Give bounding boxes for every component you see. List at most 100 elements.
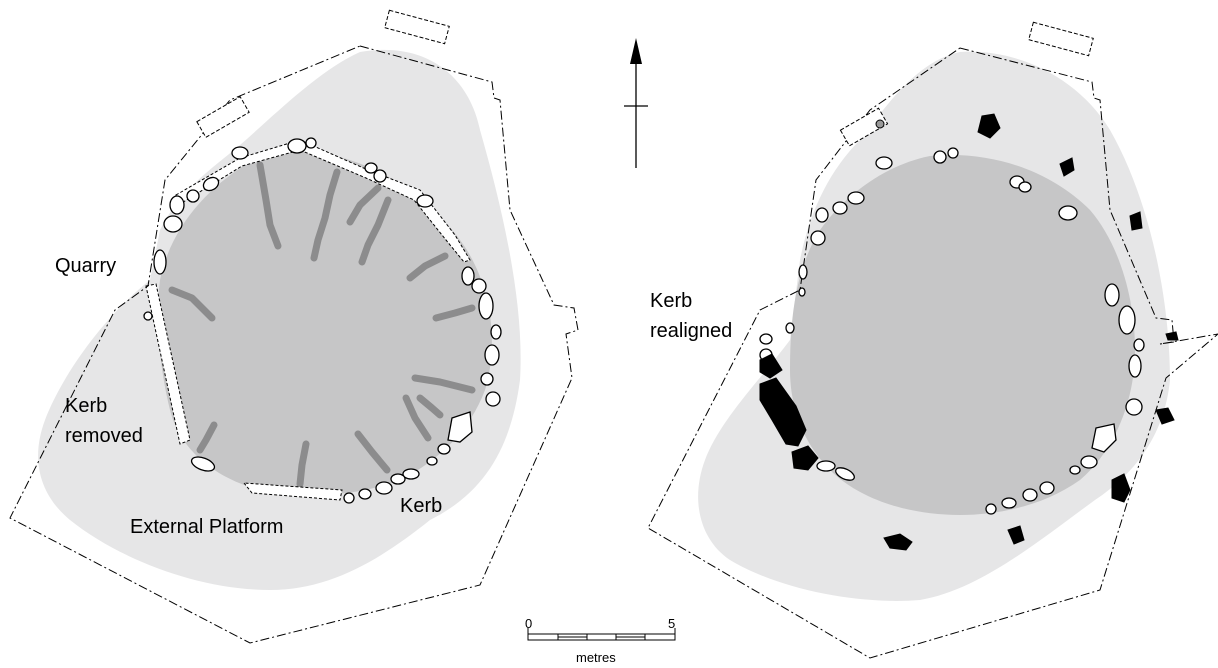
kerb-stone: [364, 162, 378, 174]
right-marker-box-north: [1028, 21, 1094, 57]
kerb-stone: [875, 156, 893, 170]
marker-dot: [875, 119, 885, 129]
kerb-stone: [461, 266, 475, 286]
right-cairn: [790, 154, 1135, 515]
displaced-stone: [1111, 473, 1131, 503]
kerb-stone: [402, 468, 420, 480]
left-kerb-trench-south: [242, 482, 343, 501]
displaced-stone: [791, 445, 819, 471]
kerb-stone: [832, 201, 848, 215]
displaced-stone: [1007, 525, 1025, 545]
right-plan: Kerb realigned: [647, 21, 1218, 659]
left-plan: Quarry Kerb removed Kerb External Platfo…: [9, 9, 579, 644]
kerb-stone: [947, 147, 959, 159]
kerb-stone: [484, 344, 500, 366]
streak: [406, 252, 449, 282]
kerb-stone: [447, 411, 473, 443]
kerb-stone: [153, 249, 167, 275]
kerb-stone: [485, 391, 501, 407]
scale-bar: 0 5 metres: [525, 616, 676, 665]
kerb-stone: [1091, 423, 1117, 453]
kerb-stone: [1058, 205, 1078, 221]
kerb-stone: [471, 278, 487, 294]
kerb-stone: [798, 287, 806, 297]
kerb-stone: [985, 503, 997, 515]
streak: [310, 168, 341, 262]
kerb-stone: [190, 456, 216, 472]
kerb-stone: [1080, 455, 1098, 469]
external-platform-label: External Platform: [130, 516, 283, 538]
kerb-stone: [163, 215, 183, 233]
kerb-stone: [1001, 497, 1017, 509]
kerb-stone: [1128, 354, 1142, 378]
right-marker-box-west: [839, 107, 889, 147]
left-platform-boundary: [9, 45, 579, 644]
streak: [432, 304, 476, 322]
kerb-removed-label-line2: removed: [65, 425, 143, 447]
kerb-stone: [798, 264, 808, 280]
kerb-stone: [287, 138, 307, 154]
streak: [411, 374, 476, 394]
kerb-stone: [375, 481, 393, 495]
kerb-stone: [186, 189, 200, 203]
kerb-stone: [785, 322, 795, 334]
kerb-stone: [816, 460, 836, 472]
quarry-label: Quarry: [55, 255, 116, 277]
kerb-stone: [373, 169, 387, 183]
kerb-stone: [810, 230, 826, 246]
right-displaced-stones: [759, 113, 1179, 551]
kerb-stone: [416, 194, 434, 208]
streak: [196, 421, 218, 454]
kerb-stone: [1125, 398, 1143, 416]
kerb-stone: [1018, 181, 1032, 193]
displaced-stone: [759, 353, 783, 379]
streak: [168, 286, 216, 322]
displaced-stone: [1165, 331, 1179, 341]
left-kerb-stones: [143, 137, 502, 504]
left-quarry-streaks: [168, 161, 476, 488]
north-arrow-icon: [624, 38, 648, 168]
kerb-stone: [1022, 488, 1038, 502]
streak: [416, 394, 444, 419]
displaced-stone: [977, 113, 1001, 139]
kerb-stone: [759, 333, 773, 345]
kerb-stone: [933, 150, 947, 164]
kerb-stone: [202, 176, 220, 192]
kerb-stone: [815, 207, 829, 223]
streak: [358, 196, 392, 266]
displaced-stone: [1155, 407, 1175, 425]
kerb-stone: [231, 146, 249, 160]
streak: [402, 394, 432, 442]
kerb-stone: [1104, 283, 1120, 307]
kerb-stone: [343, 492, 355, 504]
streak: [354, 430, 391, 474]
kerb-stone: [437, 443, 451, 455]
streak: [256, 161, 282, 250]
kerb-stone: [358, 488, 372, 500]
kerb-stone: [390, 473, 406, 485]
right-platform-boundary: [647, 47, 1218, 659]
kerb-stone: [1039, 481, 1055, 495]
kerb-stone: [490, 324, 502, 340]
streak: [296, 440, 310, 488]
kerb-removed-label-line1: Kerb: [65, 395, 107, 417]
kerb-stone: [1133, 338, 1145, 352]
kerb-realigned-label-line1: Kerb: [650, 290, 692, 312]
left-kerb-trench-north: [175, 139, 471, 263]
kerb-stone: [1118, 305, 1136, 335]
kerb-stone: [835, 467, 855, 481]
kerb-stone: [169, 195, 185, 215]
kerb-stone: [143, 311, 153, 321]
kerb-stone: [426, 456, 438, 466]
right-kerb-stones: [759, 147, 1145, 515]
kerb-realigned-label-line2: realigned: [650, 320, 732, 342]
displaced-stone: [1129, 211, 1143, 231]
displaced-stone: [883, 533, 913, 551]
scale-end-label: 5: [668, 616, 675, 631]
kerb-stone: [478, 292, 494, 320]
streak: [346, 184, 382, 226]
left-marker-box-north: [384, 9, 450, 45]
kerb-stone: [1069, 465, 1081, 475]
scale-start-label: 0: [525, 616, 532, 631]
